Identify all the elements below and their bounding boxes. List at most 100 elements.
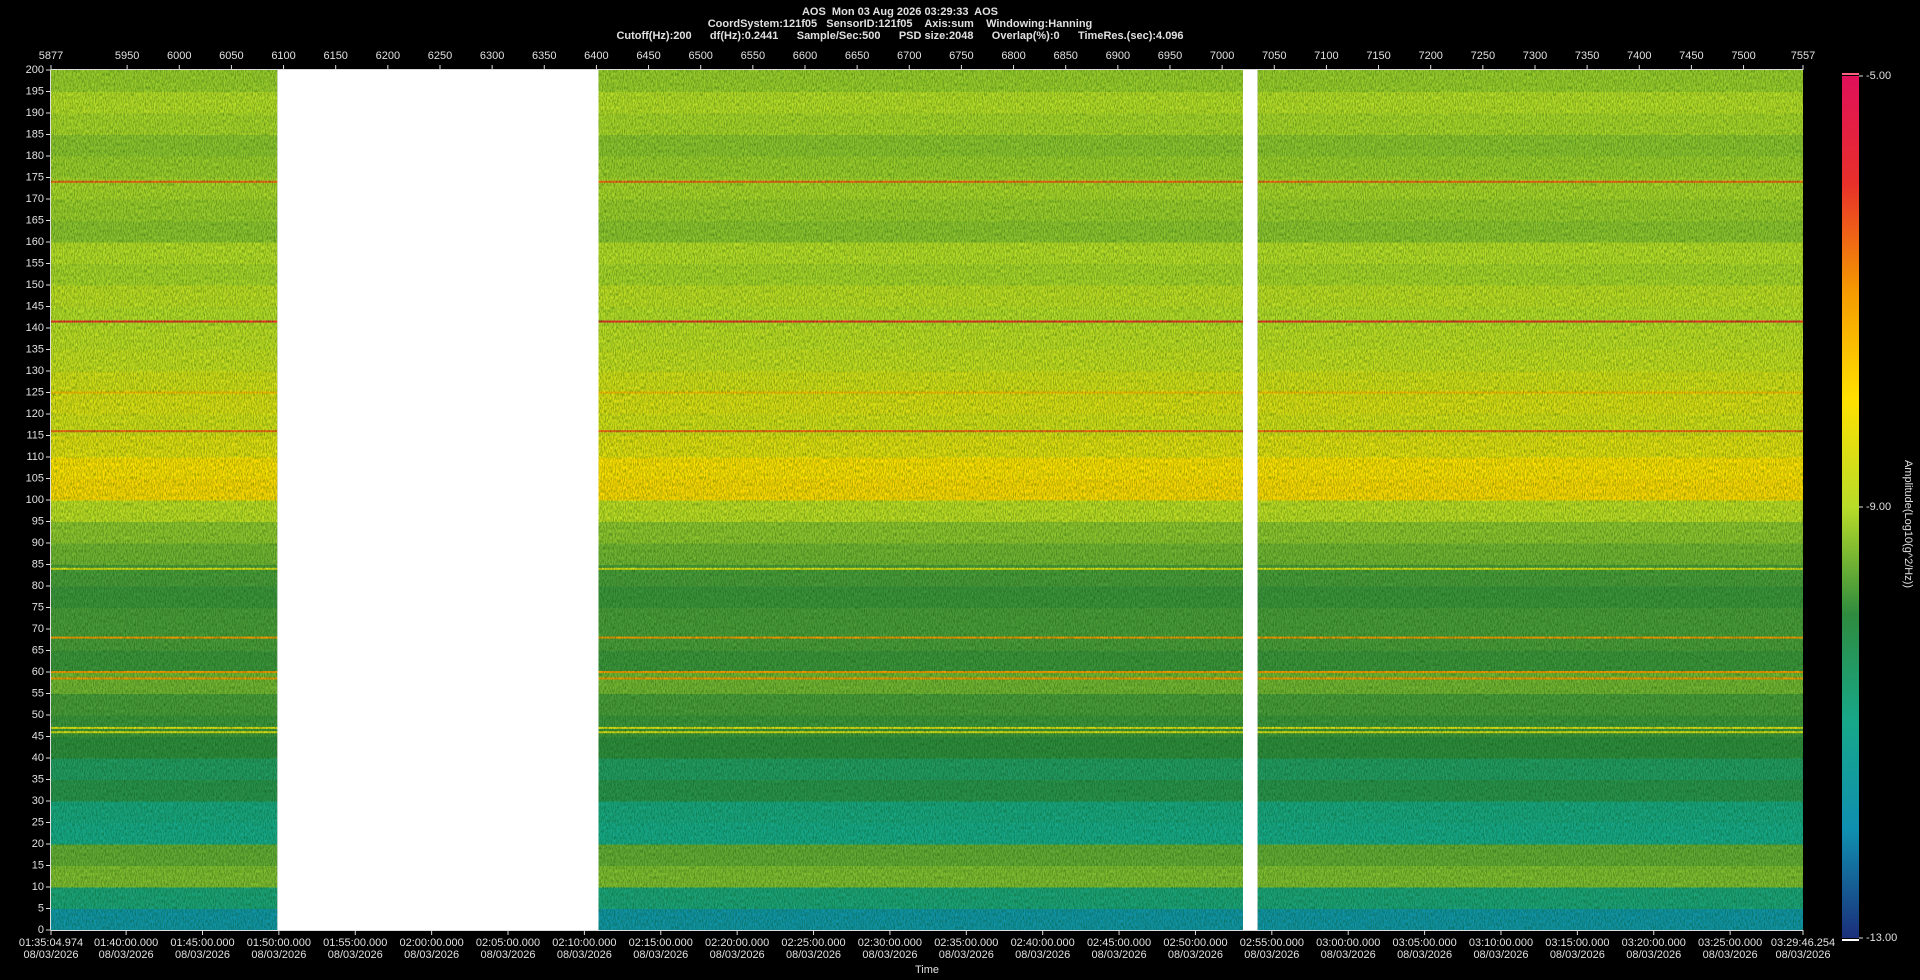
date-tick-label: 08/03/2026 <box>99 949 154 961</box>
date-tick-label: 08/03/2026 <box>862 949 917 961</box>
x-tick-label: 6900 <box>1106 50 1130 62</box>
date-tick-label: 08/03/2026 <box>23 949 78 961</box>
y-tick-label: 150 <box>26 279 44 291</box>
x-tick-label: 7100 <box>1314 50 1338 62</box>
colorbar-label: Amplitude(Log10(g^2/Hz)) <box>1902 460 1914 588</box>
date-tick-label: 08/03/2026 <box>251 949 306 961</box>
y-tick-label: 115 <box>26 429 44 441</box>
y-tick-label: 110 <box>26 451 44 463</box>
x-tick-label: 6150 <box>323 50 347 62</box>
y-tick-label: 10 <box>32 881 44 893</box>
time-tick-label: 02:35:00.000 <box>934 937 998 949</box>
x-tick-label: 7150 <box>1366 50 1390 62</box>
data-gap <box>277 70 599 930</box>
colorbar <box>1842 76 1859 938</box>
y-tick-label: 145 <box>26 300 44 312</box>
x-tick-label: 5877 <box>39 50 63 62</box>
time-tick-label: 02:15:00.000 <box>629 937 693 949</box>
time-tick-label: 02:20:00.000 <box>705 937 769 949</box>
date-tick-label: 08/03/2026 <box>786 949 841 961</box>
y-tick-label: 200 <box>26 64 44 76</box>
y-tick-label: 60 <box>32 666 44 678</box>
x-tick-label: 6250 <box>428 50 452 62</box>
x-tick-label: 7200 <box>1418 50 1442 62</box>
date-tick-label: 08/03/2026 <box>1775 949 1830 961</box>
x-tick-label: 7250 <box>1471 50 1495 62</box>
date-tick-label: 08/03/2026 <box>633 949 688 961</box>
time-tick-label: 02:10:00.000 <box>552 937 616 949</box>
x-tick-label: 7350 <box>1575 50 1599 62</box>
colorbar-tick-label: -9.00 <box>1866 501 1891 513</box>
y-tick-label: 25 <box>32 816 44 828</box>
date-tick-label: 08/03/2026 <box>1703 949 1758 961</box>
y-tick-label: 50 <box>32 709 44 721</box>
time-tick-label: 01:55:00.000 <box>323 937 387 949</box>
time-tick-label: 02:40:00.000 <box>1011 937 1075 949</box>
colorbar-top-cap <box>1842 73 1859 75</box>
x-axis-label: Time <box>915 964 939 976</box>
time-tick-label: 02:55:00.000 <box>1240 937 1304 949</box>
x-tick-label: 7557 <box>1791 50 1815 62</box>
y-tick-label: 80 <box>32 580 44 592</box>
time-tick-label: 03:00:00.000 <box>1316 937 1380 949</box>
time-tick-label: 03:25:00.000 <box>1698 937 1762 949</box>
y-tick-label: 70 <box>32 623 44 635</box>
time-tick-label: 02:45:00.000 <box>1087 937 1151 949</box>
colorbar-bottom-cap <box>1842 939 1859 941</box>
y-tick-label: 65 <box>32 644 44 656</box>
time-tick-label: 02:50:00.000 <box>1163 937 1227 949</box>
date-tick-label: 08/03/2026 <box>1092 949 1147 961</box>
date-tick-label: 08/03/2026 <box>1473 949 1528 961</box>
time-tick-label: 01:50:00.000 <box>247 937 311 949</box>
y-tick-label: 155 <box>26 257 44 269</box>
y-tick-label: 175 <box>26 171 44 183</box>
date-tick-label: 08/03/2026 <box>1397 949 1452 961</box>
y-tick-label: 165 <box>26 214 44 226</box>
y-tick-label: 100 <box>26 494 44 506</box>
x-tick-label: 6000 <box>167 50 191 62</box>
time-tick-label: 02:00:00.000 <box>400 937 464 949</box>
x-tick-label: 6800 <box>1001 50 1025 62</box>
date-tick-label: 08/03/2026 <box>175 949 230 961</box>
y-tick-label: 90 <box>32 537 44 549</box>
y-tick-label: 75 <box>32 601 44 613</box>
y-tick-label: 45 <box>32 730 44 742</box>
y-tick-label: 15 <box>32 859 44 871</box>
x-tick-label: 6950 <box>1158 50 1182 62</box>
y-tick-label: 160 <box>26 236 44 248</box>
date-tick-label: 08/03/2026 <box>557 949 612 961</box>
x-tick-label: 7500 <box>1731 50 1755 62</box>
y-tick-label: 195 <box>26 85 44 97</box>
x-tick-label: 7400 <box>1627 50 1651 62</box>
date-tick-label: 08/03/2026 <box>1550 949 1605 961</box>
y-tick-label: 5 <box>38 902 44 914</box>
info-line: Cutoff(Hz):200 df(Hz):0.2441 Sample/Sec:… <box>616 30 1183 42</box>
date-tick-label: 08/03/2026 <box>1168 949 1223 961</box>
x-tick-label: 6300 <box>480 50 504 62</box>
y-tick-label: 120 <box>26 408 44 420</box>
date-tick-label: 08/03/2026 <box>404 949 459 961</box>
time-tick-label: 01:40:00.000 <box>94 937 158 949</box>
x-tick-label: 6550 <box>741 50 765 62</box>
y-tick-label: 85 <box>32 558 44 570</box>
x-tick-label: 6200 <box>376 50 400 62</box>
x-tick-label: 7050 <box>1262 50 1286 62</box>
time-tick-label: 03:29:46.254 <box>1771 937 1835 949</box>
x-tick-label: 6600 <box>793 50 817 62</box>
y-tick-label: 55 <box>32 687 44 699</box>
y-tick-label: 140 <box>26 322 44 334</box>
time-tick-label: 03:20:00.000 <box>1622 937 1686 949</box>
y-tick-label: 40 <box>32 752 44 764</box>
x-tick-label: 7300 <box>1523 50 1547 62</box>
y-tick-label: 170 <box>26 193 44 205</box>
x-tick-label: 6850 <box>1053 50 1077 62</box>
y-tick-label: 20 <box>32 838 44 850</box>
x-tick-label: 6400 <box>584 50 608 62</box>
date-tick-label: 08/03/2026 <box>939 949 994 961</box>
time-tick-label: 01:35:04.974 <box>19 937 83 949</box>
x-tick-label: 5950 <box>115 50 139 62</box>
date-tick-label: 08/03/2026 <box>1244 949 1299 961</box>
x-tick-label: 6700 <box>897 50 921 62</box>
